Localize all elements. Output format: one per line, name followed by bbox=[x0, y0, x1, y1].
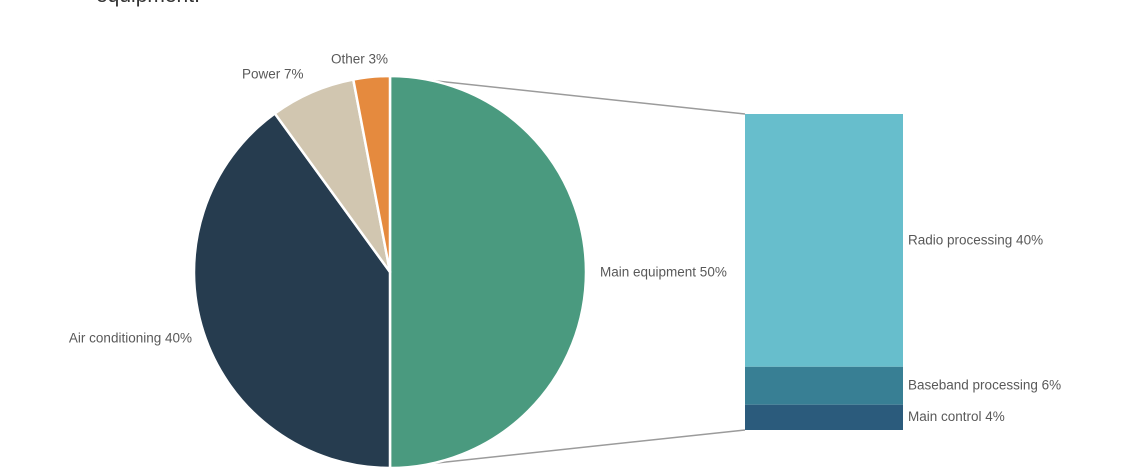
pie-slice-air-conditioning bbox=[192, 112, 392, 470]
label-radio-processing: Radio processing 40% bbox=[908, 233, 1043, 248]
breakdown-bar bbox=[745, 114, 903, 430]
pie-slice-other bbox=[352, 74, 392, 274]
connector-lines bbox=[389, 75, 746, 469]
label-baseband-processing: Baseband processing 6% bbox=[908, 377, 1061, 392]
label-main-equipment: Main equipment 50% bbox=[600, 265, 727, 280]
label-air-conditioning: Air conditioning 40% bbox=[69, 331, 192, 346]
bar-segment-radio-processing bbox=[745, 114, 903, 367]
label-power: Power 7% bbox=[242, 67, 304, 82]
label-main-control: Main control 4% bbox=[908, 409, 1005, 424]
caption-text: equipment. bbox=[96, 0, 200, 8]
pie-slice-main-equipment bbox=[388, 74, 588, 470]
pie-slices bbox=[192, 74, 588, 470]
bar-segment-main-control bbox=[745, 404, 903, 430]
label-other: Other 3% bbox=[331, 52, 388, 67]
bar-segment-baseband-processing bbox=[745, 366, 903, 405]
connector-line-top bbox=[389, 75, 746, 115]
data-labels: Main equipment 50% Air conditioning 40% Po… bbox=[69, 52, 1061, 424]
connector-line-bottom bbox=[389, 429, 746, 469]
